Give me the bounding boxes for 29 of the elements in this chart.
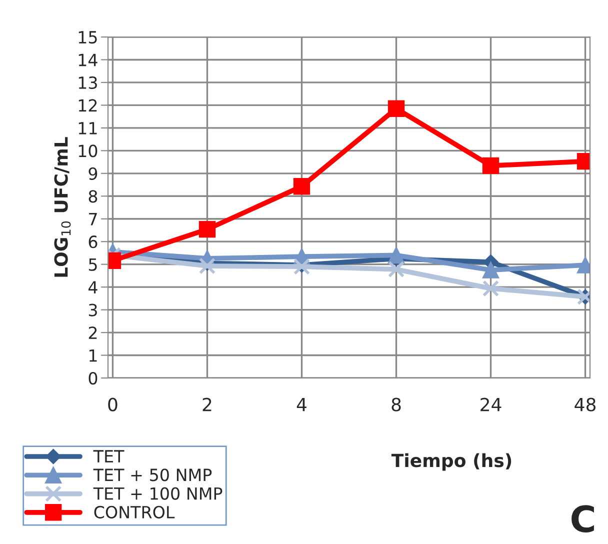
y-tick-label: 10 bbox=[78, 144, 98, 158]
x-axis-title: Tiempo (hs) bbox=[391, 453, 512, 471]
x-tick-label: 24 bbox=[480, 398, 502, 412]
legend-label: TET bbox=[93, 450, 124, 462]
y-tick-label: 8 bbox=[88, 190, 98, 203]
y-tick-label: 11 bbox=[78, 122, 97, 134]
legend-label: CONTROL bbox=[94, 506, 175, 518]
y-tick-label: 1 bbox=[90, 349, 97, 362]
x-tick-label: 48 bbox=[574, 398, 596, 412]
y-tick-label: 15 bbox=[78, 31, 97, 44]
y-axis-title: LOG$_{10}$ UFC/mL bbox=[54, 137, 71, 277]
y-tick-label: 13 bbox=[78, 76, 97, 90]
y-tick-label: 9 bbox=[88, 167, 98, 180]
y-tick-label: 0 bbox=[88, 372, 98, 385]
y-tick-label: 14 bbox=[78, 54, 98, 66]
y-tick-label: 12 bbox=[78, 99, 97, 112]
y-tick-label: 4 bbox=[88, 281, 98, 294]
y-tick-label: 3 bbox=[88, 304, 97, 316]
y-tick-label: 2 bbox=[88, 326, 97, 339]
y-tick-label: 5 bbox=[88, 258, 97, 271]
x-tick-label: 8 bbox=[392, 398, 401, 412]
legend-label: TET + 100 NMP bbox=[93, 487, 222, 500]
text: C bbox=[572, 505, 594, 532]
x-tick-label: 2 bbox=[202, 398, 212, 412]
y-tick-label: 7 bbox=[89, 213, 97, 226]
y-tick-label: 6 bbox=[88, 236, 98, 248]
x-tick-label: 0 bbox=[108, 398, 118, 412]
x-tick-label: 4 bbox=[296, 398, 306, 412]
legend-label: TET + 50 NMP bbox=[93, 468, 212, 482]
